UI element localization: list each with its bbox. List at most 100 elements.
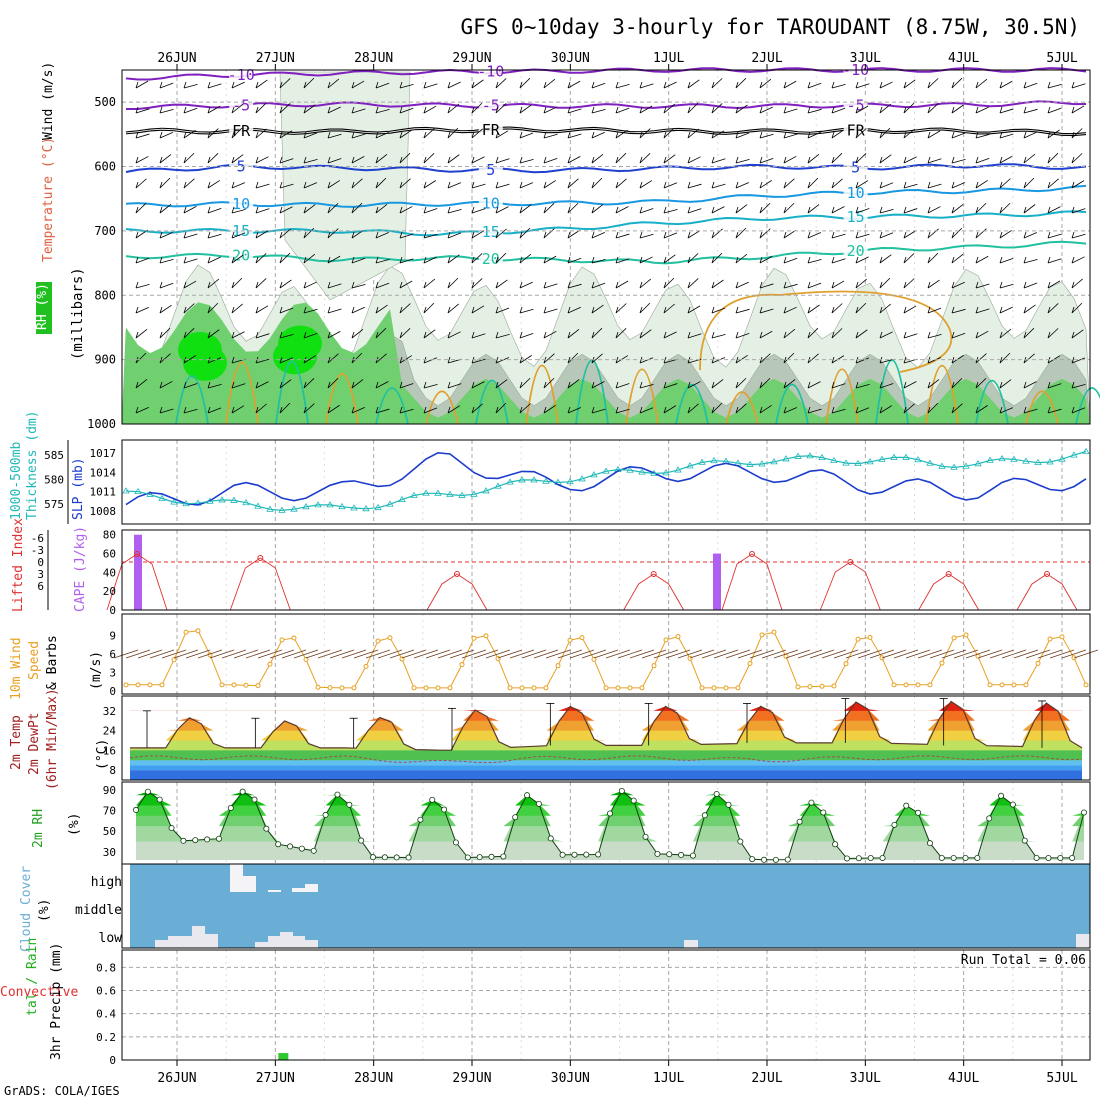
wind-barb bbox=[135, 108, 150, 114]
rh-marker bbox=[132, 806, 139, 813]
wind-barb-flag bbox=[591, 406, 595, 414]
wind-barb-flag bbox=[135, 381, 139, 389]
wind-barb bbox=[735, 77, 747, 89]
wind-barb-flag bbox=[951, 306, 955, 314]
wind-barb bbox=[231, 208, 246, 214]
rh-marker bbox=[761, 856, 768, 863]
wind-barb bbox=[591, 408, 606, 414]
contour-label-bg bbox=[843, 61, 868, 77]
wind-barb bbox=[855, 278, 867, 289]
rh-marker bbox=[381, 854, 388, 861]
wind-barb bbox=[665, 649, 691, 659]
wind-speed-marker bbox=[723, 685, 729, 691]
wind-barb-flag bbox=[207, 331, 211, 339]
wind-barb bbox=[447, 303, 459, 314]
wind-barb-flag bbox=[519, 331, 523, 339]
wind-barb-flag bbox=[399, 331, 403, 339]
cloud-low-bar bbox=[280, 932, 293, 948]
rh-marker bbox=[630, 797, 637, 804]
wind-barb bbox=[831, 258, 846, 264]
wind-barb bbox=[303, 281, 317, 289]
wind-barb-flag bbox=[207, 231, 211, 239]
wind-barb-flag bbox=[351, 281, 355, 289]
wind-barb-flag bbox=[567, 381, 571, 389]
wind-barb bbox=[629, 649, 655, 659]
wind-barb-flag bbox=[543, 181, 547, 189]
cloud-middle-label: middle bbox=[75, 903, 122, 918]
wind-barb bbox=[879, 232, 894, 239]
wind-barb bbox=[255, 381, 269, 389]
rh-marker bbox=[263, 825, 270, 832]
wind-barb-flag bbox=[159, 281, 163, 289]
wind-barb bbox=[183, 233, 198, 239]
wind-barb-flag bbox=[279, 306, 283, 314]
wind-barb-flag bbox=[1023, 131, 1027, 139]
wind-barb bbox=[327, 228, 339, 239]
wind-barb bbox=[951, 403, 963, 414]
wind-speed-marker bbox=[303, 657, 309, 663]
cape-bar bbox=[134, 534, 142, 610]
li-line bbox=[721, 553, 783, 611]
wind-barb-flag bbox=[159, 381, 163, 389]
wind-barb-flag bbox=[711, 381, 715, 389]
wind-barb-flag bbox=[663, 206, 667, 214]
thickness-marker bbox=[1082, 447, 1090, 454]
wind-barb bbox=[1071, 128, 1083, 139]
wind-barb-flag bbox=[999, 81, 1003, 89]
rh-marker bbox=[334, 791, 341, 798]
rh-marker bbox=[618, 787, 625, 794]
wind-barb bbox=[831, 107, 846, 114]
wind-barb bbox=[953, 649, 979, 659]
wind-barb bbox=[999, 178, 1011, 189]
wind-barb bbox=[663, 81, 677, 89]
wind-barb bbox=[351, 133, 366, 139]
wind-barb-flag bbox=[231, 156, 235, 164]
wind-barb-flag bbox=[423, 81, 427, 89]
wind-barb-flag bbox=[615, 231, 619, 239]
wind-barb bbox=[663, 154, 676, 164]
wind-barb-flag bbox=[999, 181, 1003, 189]
contour-label: -5 bbox=[847, 97, 865, 115]
rh-marker bbox=[476, 854, 483, 861]
wind-barb bbox=[903, 156, 917, 164]
wind-barb-flag bbox=[375, 256, 379, 264]
wind-barb-flag bbox=[711, 156, 715, 164]
wind-barb-flag bbox=[903, 306, 907, 314]
wind-barb-flag bbox=[351, 256, 355, 264]
wind-barb bbox=[545, 649, 571, 659]
cloud-low-bar bbox=[205, 934, 218, 948]
wind-barb-flag bbox=[927, 156, 931, 164]
wind-barb bbox=[975, 330, 989, 339]
wind-barb-flag bbox=[999, 206, 1003, 214]
wind-barb bbox=[759, 157, 774, 164]
wind-barb-flag bbox=[615, 256, 619, 264]
wind-barb bbox=[567, 133, 582, 139]
wind-barb-flag bbox=[639, 331, 643, 339]
wind-barb bbox=[783, 80, 797, 89]
wind-barb bbox=[807, 108, 822, 114]
wind-barb bbox=[543, 158, 558, 164]
wind-barb bbox=[855, 105, 869, 114]
wind-barb-flag bbox=[711, 331, 715, 339]
wind-barb-flag bbox=[423, 131, 427, 139]
wind-barb-flag bbox=[975, 206, 979, 214]
wind-barb-flag bbox=[1023, 206, 1027, 214]
panel-frame bbox=[121, 69, 1091, 425]
wind-barb bbox=[495, 228, 507, 239]
date-label-bottom: 5JUL bbox=[1046, 1071, 1077, 1086]
wind-barb bbox=[305, 649, 331, 659]
cloud-high-bar bbox=[243, 876, 256, 892]
wind-barb bbox=[447, 277, 459, 289]
wind-barb bbox=[279, 228, 291, 239]
wind-barb bbox=[1071, 302, 1083, 314]
wind-barb bbox=[711, 158, 726, 164]
wind-barb-flag bbox=[999, 256, 1003, 264]
wind-barb-flag bbox=[903, 231, 907, 239]
wind-barb-flag bbox=[735, 106, 739, 114]
wind-barb bbox=[375, 177, 387, 189]
wind-barb-flag bbox=[471, 281, 475, 289]
rh-marker bbox=[701, 812, 708, 819]
wind-barb bbox=[567, 155, 581, 164]
wind-barb-flag bbox=[687, 256, 691, 264]
wind-barb-flag bbox=[615, 356, 619, 364]
